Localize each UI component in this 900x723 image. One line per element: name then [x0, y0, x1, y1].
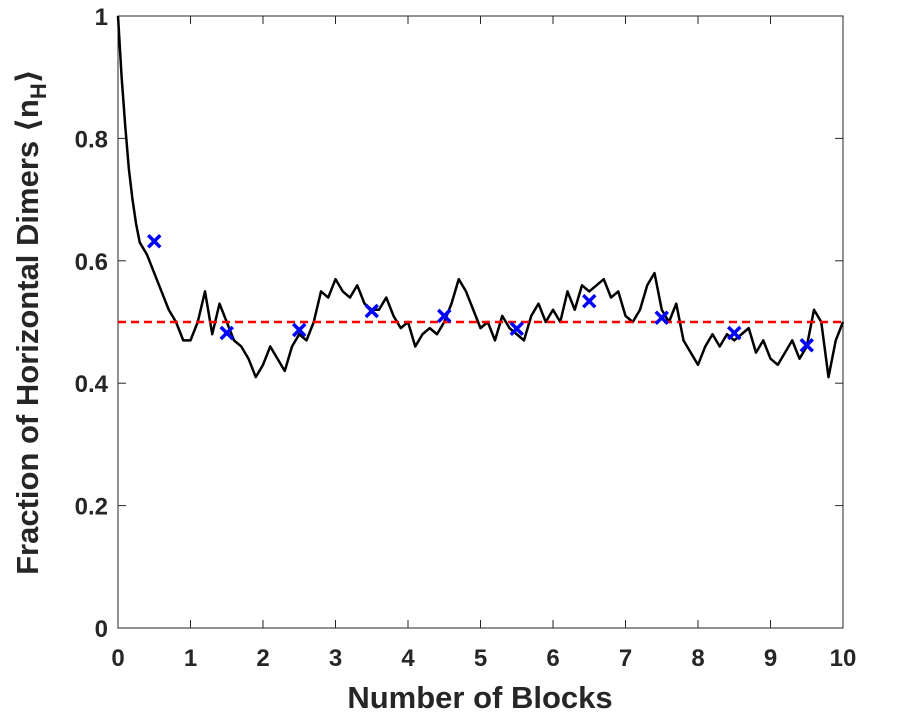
marker	[147, 233, 162, 249]
x-tick-label: 6	[546, 645, 559, 672]
x-tick-label: 5	[474, 645, 487, 672]
marker	[509, 321, 524, 336]
marker	[654, 310, 669, 325]
y-tick-label: 0.2	[75, 494, 108, 521]
x-tick-label: 3	[329, 645, 342, 672]
y-tick-label: 0.4	[75, 371, 109, 398]
y-axis-title-text: Fraction of Horizontal Dimers ⟨n	[10, 99, 45, 575]
y-tick-label: 0	[95, 616, 108, 643]
y-axis-title-sub: H	[26, 83, 51, 99]
marker	[727, 325, 742, 341]
y-axis-title: Fraction of Horizontal Dimers ⟨nH⟩	[10, 69, 51, 575]
marker	[364, 303, 379, 319]
x-axis-title: Number of Blocks	[347, 680, 612, 715]
x-tick-label: 10	[830, 645, 857, 672]
x-tick-label: 9	[764, 645, 777, 672]
marker	[292, 322, 307, 338]
marker	[799, 338, 814, 353]
marker	[582, 293, 597, 309]
x-tick-label: 1	[184, 645, 197, 672]
x-tick-label: 2	[256, 645, 269, 672]
y-axis-title-end: ⟩	[10, 69, 45, 83]
x-tick-label: 7	[619, 645, 632, 672]
x-tick-label: 4	[401, 645, 415, 672]
line	[116, 15, 845, 379]
marker	[219, 325, 234, 341]
y-tick-label: 0.6	[75, 249, 108, 276]
x-tick-label: 8	[691, 645, 704, 672]
marker	[437, 308, 452, 324]
x-tick-label: 0	[111, 645, 124, 672]
y-tick-label: 0.8	[75, 126, 108, 153]
y-tick-label: 1	[95, 4, 108, 31]
